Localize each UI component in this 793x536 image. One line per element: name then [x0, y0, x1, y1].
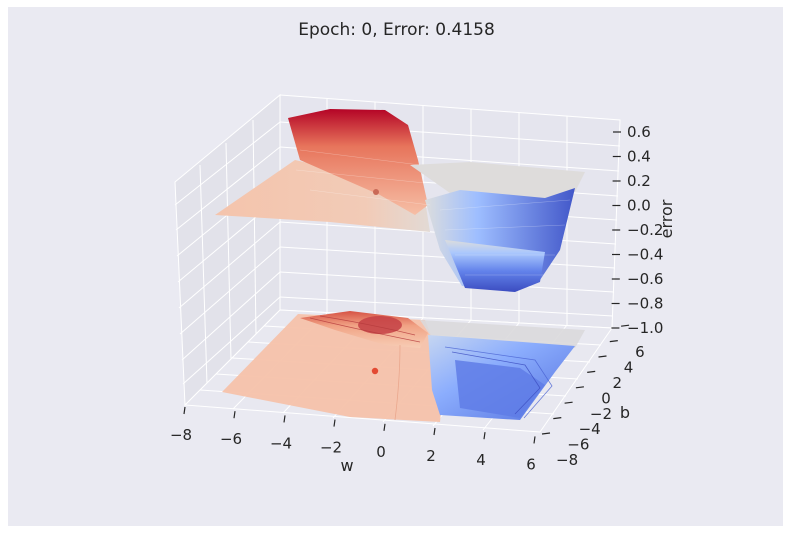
contour-current-point [371, 367, 379, 375]
surface-ridge [288, 109, 428, 215]
z-tick-labels: 0.6 0.4 0.2 0.0 −0.2 −0.4 −0.6 −0.8 −1.0 [627, 123, 663, 337]
z-tick-label: −0.6 [627, 270, 663, 288]
x-tick-mark [333, 419, 336, 427]
chart-title: Epoch: 0, Error: 0.4158 [298, 20, 495, 40]
x-tick-mark [183, 406, 186, 415]
x-tick-label: 6 [526, 455, 536, 473]
y-tick-label: −6 [567, 436, 589, 454]
y-axis-label: b [620, 403, 630, 422]
surface [215, 109, 585, 292]
x-tick-labels: −8 −6 −4 −2 0 2 4 6 [170, 426, 536, 473]
x-tick-label: 4 [476, 451, 486, 469]
z-tick-label: −0.2 [627, 221, 663, 239]
y-tick-mark [621, 324, 630, 327]
z-tick-label: 0.2 [627, 172, 651, 190]
x-tick-mark [533, 436, 536, 444]
x-tick-label: −8 [170, 426, 192, 444]
y-tick-label: −8 [556, 451, 578, 469]
y-tick-mark [598, 355, 607, 358]
z-axis: 0.6 0.4 0.2 0.0 −0.2 −0.4 −0.6 −0.8 −1.0 error [611, 123, 676, 337]
contour-basin [455, 360, 545, 418]
y-tick-label: 0 [601, 389, 611, 407]
y-tick-label: −4 [579, 420, 601, 438]
z-tick-marks [611, 131, 621, 329]
z-tick-label: −0.4 [627, 246, 663, 264]
x-tick-marks [183, 406, 536, 444]
z-tick-label: −1.0 [627, 319, 663, 337]
y-tick-marks [541, 324, 630, 435]
surface-wireframe [295, 149, 571, 276]
x-tick-mark [383, 423, 386, 431]
y-tick-mark [575, 386, 584, 389]
z-axis-label: error [657, 199, 676, 238]
y-tick-label: 2 [613, 374, 623, 392]
y-tick-mark [541, 432, 551, 435]
y-tick-mark [564, 401, 573, 404]
x-axis-label: w [340, 456, 353, 475]
x-tick-mark [283, 415, 286, 423]
x-tick-mark [233, 411, 236, 419]
contour-ridge-core [358, 316, 402, 334]
y-tick-label: 6 [635, 343, 645, 361]
y-tick-mark [553, 417, 562, 420]
y-tick-label: −2 [590, 405, 612, 423]
x-tick-label: −4 [270, 434, 292, 452]
x-tick-label: −6 [220, 430, 242, 448]
y-tick-mark [587, 370, 596, 373]
z-tick-label: 0.0 [627, 197, 651, 215]
z-tick-label: −0.8 [627, 295, 663, 313]
x-tick-label: 0 [376, 443, 386, 461]
z-tick-label: 0.4 [627, 148, 651, 166]
surface-valley-floor [445, 240, 545, 292]
contour-lines [309, 315, 553, 421]
z-tick-label: 0.6 [627, 123, 651, 141]
surface-left-plateau [215, 160, 430, 232]
surface-right-plateau [410, 162, 585, 200]
x-tick-label: −2 [320, 439, 342, 457]
x-tick-label: 2 [426, 447, 436, 465]
x-axis: −8 −6 −4 −2 0 2 4 6 w [170, 406, 536, 475]
surface-current-point [373, 189, 379, 195]
y-tick-label: 4 [624, 359, 634, 377]
y-tick-mark [609, 340, 618, 343]
x-tick-mark [483, 432, 486, 440]
contour-projection [222, 311, 585, 422]
x-tick-mark [433, 427, 436, 436]
